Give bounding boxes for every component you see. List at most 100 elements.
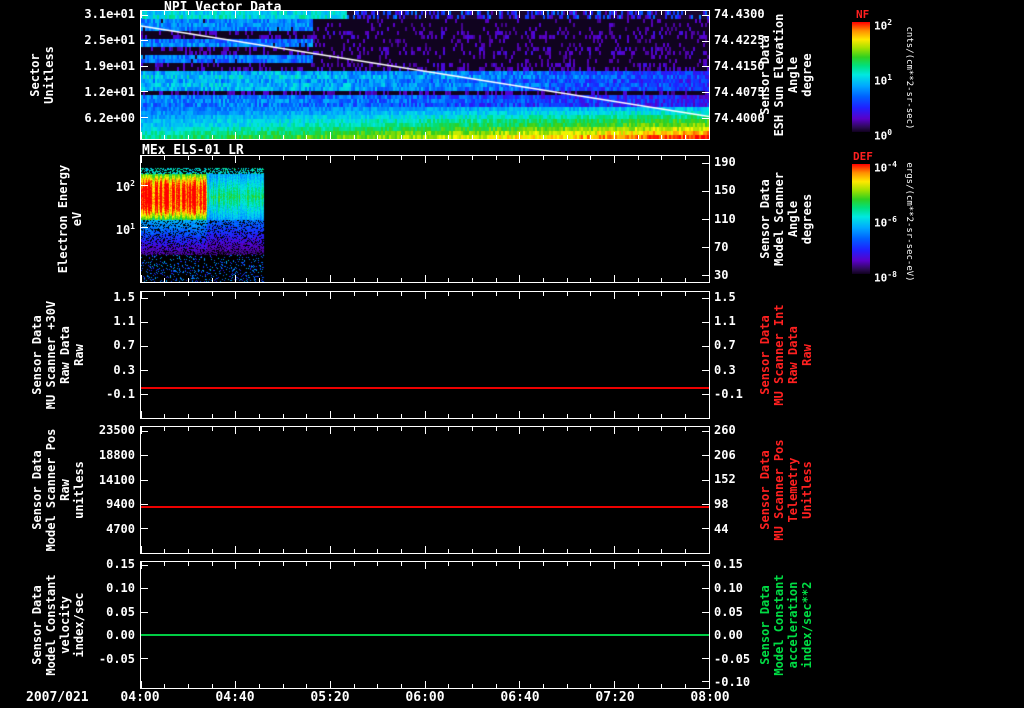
y-tick-mark: [702, 275, 709, 276]
right-tick-label: 0.00: [714, 628, 743, 642]
x-tick-mark: [425, 292, 426, 299]
x-tick-mark: [212, 156, 213, 160]
y-tick-mark: [141, 346, 148, 347]
x-tick-mark: [614, 427, 615, 434]
y-tick-mark: [702, 66, 709, 67]
panel-els-spectrogram: [140, 155, 710, 283]
x-tick-mark: [283, 292, 284, 296]
x-tick-mark: [567, 11, 568, 15]
x-tick-mark: [614, 681, 615, 688]
x-tick-mark: [141, 132, 142, 139]
x-tick-mark: [235, 11, 236, 18]
x-tick-mark: [661, 684, 662, 688]
colorbar-def-units: ergs/(cm**2-sr-sec-eV): [904, 162, 914, 282]
label-line: Raw: [800, 344, 814, 366]
y-tick-mark: [702, 370, 709, 371]
x-tick-mark: [283, 156, 284, 160]
y-tick-label: 1.2e+01: [84, 85, 135, 99]
y-tick-label: 14100: [98, 473, 135, 487]
y-tick-mark: [702, 588, 709, 589]
y-tick-mark: [702, 92, 709, 93]
x-tick-label: 04:00: [120, 690, 160, 705]
x-tick-mark: [472, 684, 473, 688]
x-tick-mark: [638, 11, 639, 15]
x-tick-mark: [638, 549, 639, 553]
x-tick-mark: [377, 414, 378, 418]
x-tick-mark: [259, 11, 260, 15]
x-tick-mark: [283, 135, 284, 139]
x-tick-mark: [685, 549, 686, 553]
y-tick-mark: [702, 394, 709, 395]
label-line: degree: [800, 53, 814, 97]
x-tick-mark: [164, 156, 165, 160]
x-tick-mark: [235, 562, 236, 569]
label-line: Sensor Data: [758, 585, 772, 665]
x-tick-mark: [212, 414, 213, 418]
y-tick-label: -0.1: [106, 387, 135, 401]
right-tick-label: -0.10: [714, 675, 751, 689]
y-tick-mark: [702, 247, 709, 248]
x-tick-mark: [472, 292, 473, 296]
x-tick-mark: [141, 411, 142, 418]
x-tick-mark: [212, 278, 213, 282]
x-tick-mark: [567, 156, 568, 160]
colorbar-tick-label: 10-4: [874, 160, 897, 175]
y-tick-label: 4700: [106, 522, 135, 536]
label-line: MU Scanner Pos: [772, 439, 786, 541]
x-tick-mark: [354, 156, 355, 160]
x-tick-mark: [661, 414, 662, 418]
y-tick-label: 101: [115, 222, 135, 237]
x-tick-mark: [164, 414, 165, 418]
x-tick-mark: [306, 427, 307, 431]
y-tick-label: 0.3: [113, 363, 135, 377]
x-tick-mark: [330, 681, 331, 688]
x-tick-mark: [519, 427, 520, 434]
y-tick-label: 0.10: [106, 581, 135, 595]
x-tick-mark: [164, 549, 165, 553]
x-tick-mark: [519, 275, 520, 282]
x-tick-mark: [472, 414, 473, 418]
colorbar-tick-label: 10-6: [874, 215, 897, 230]
x-tick-mark: [472, 11, 473, 15]
x-tick-mark: [330, 546, 331, 553]
x-tick-mark: [543, 562, 544, 566]
x-tick-mark: [188, 135, 189, 139]
x-tick-mark: [164, 427, 165, 431]
x-tick-mark: [259, 549, 260, 553]
x-tick-mark: [543, 684, 544, 688]
x-tick-mark: [164, 562, 165, 566]
y-tick-mark: [141, 394, 148, 395]
y-tick-mark: [702, 322, 709, 323]
x-tick-mark: [448, 562, 449, 566]
x-tick-label: 05:20: [310, 690, 350, 705]
right-tick-label: 110: [714, 212, 736, 226]
x-tick-mark: [377, 292, 378, 296]
x-tick-mark: [709, 275, 710, 282]
right-tick-label: 1.1: [714, 314, 736, 328]
y-tick-label: 0.00: [106, 628, 135, 642]
x-tick-mark: [330, 292, 331, 299]
x-tick-mark: [401, 278, 402, 282]
y-tick-mark: [702, 191, 709, 192]
x-tick-mark: [638, 414, 639, 418]
right-label-npi: Sensor Data ESH Sun Elevation Angle degr…: [758, 10, 814, 140]
x-tick-mark: [141, 156, 142, 163]
y-tick-label: 9400: [106, 497, 135, 511]
x-tick-mark: [235, 546, 236, 553]
x-tick-mark: [283, 11, 284, 15]
right-tick-label: 190: [714, 155, 736, 169]
x-axis-date: 2007/021: [26, 690, 89, 705]
x-tick-mark: [283, 278, 284, 282]
x-tick-mark: [330, 411, 331, 418]
x-tick-mark: [330, 427, 331, 434]
x-tick-mark: [472, 427, 473, 431]
x-tick-mark: [519, 132, 520, 139]
x-tick-mark: [709, 132, 710, 139]
x-tick-mark: [543, 292, 544, 296]
x-tick-mark: [188, 684, 189, 688]
panel-mu-scanner-30v: [140, 291, 710, 419]
x-tick-mark: [306, 684, 307, 688]
right-tick-label: 74.4225: [714, 33, 765, 47]
x-tick-mark: [448, 684, 449, 688]
y-tick-mark: [702, 163, 709, 164]
